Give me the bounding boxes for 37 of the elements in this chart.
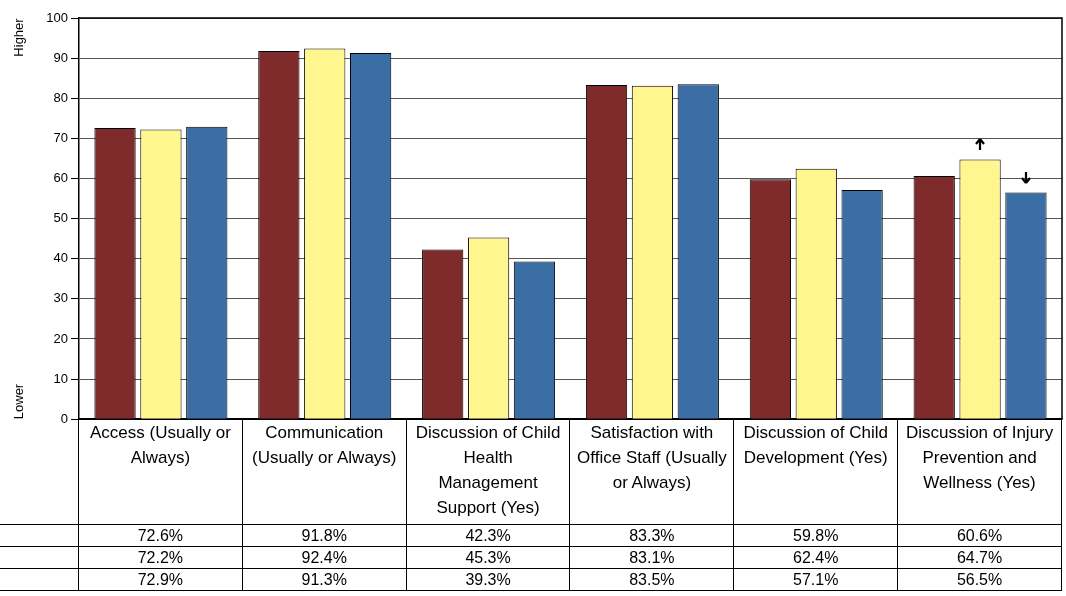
y-tick-label: 0 — [60, 410, 68, 426]
data-label: 72.9% — [78, 568, 243, 591]
data-label: 59.8% — [733, 524, 898, 547]
y-tick-label: 70 — [53, 129, 68, 145]
data-label: 91.8% — [242, 524, 407, 547]
y-tick-label: 90 — [53, 49, 68, 65]
data-label: 60.6% — [897, 524, 1062, 547]
y-tick-label: 100 — [46, 9, 68, 25]
data-label: 64.7% — [897, 546, 1062, 569]
x-tick-label: Discussion of Injury Prevention and Wellness (Yes) — [897, 419, 1062, 525]
y-tick-label: 10 — [53, 370, 68, 386]
data-label: 45.3% — [406, 546, 570, 569]
y-tick-label: 40 — [53, 250, 68, 266]
data-label: 83.1% — [569, 546, 734, 569]
data-label: 91.3% — [242, 568, 407, 591]
data-label: 56.5% — [897, 568, 1062, 591]
data-label: 83.5% — [569, 568, 734, 591]
x-tick-label: Discussion of Child Development (Yes) — [733, 419, 898, 525]
data-label: 62.4% — [733, 546, 898, 569]
data-label: 83.3% — [569, 524, 734, 547]
data-label: 57.1% — [733, 568, 898, 591]
y-tick-label: 50 — [53, 210, 68, 226]
y-tick-label: 20 — [53, 330, 68, 346]
x-tick-label: Communication (Usually or Always) — [242, 419, 407, 525]
x-tick-label: Satisfaction with Office Staff (Usually or Always) — [569, 419, 734, 525]
y-tick-label: 30 — [53, 290, 68, 306]
data-label: 42.3% — [406, 524, 570, 547]
text: Higher — [10, 17, 26, 57]
y-tick-label: 60 — [53, 170, 68, 186]
x-tick-label: Discussion of Child Health Management Support (Yes) — [406, 419, 570, 525]
y-tick-label: 80 — [53, 89, 68, 105]
data-label: 72.6% — [78, 524, 243, 547]
x-tick-label: Access (Usually or Always) — [78, 419, 243, 525]
data-label: 92.4% — [242, 546, 407, 569]
text: Lower — [10, 383, 26, 420]
data-label: 39.3% — [406, 568, 570, 591]
data-label: 72.2% — [78, 546, 243, 569]
